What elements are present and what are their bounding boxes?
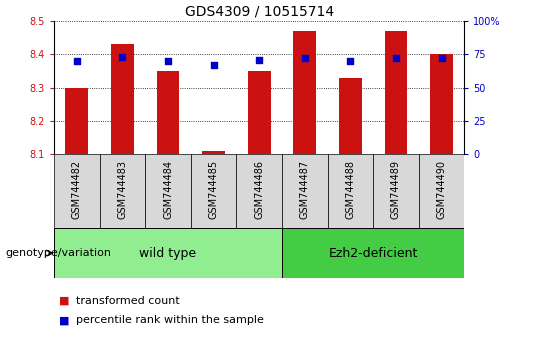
FancyBboxPatch shape <box>237 154 282 228</box>
Text: GSM744483: GSM744483 <box>117 160 127 219</box>
Title: GDS4309 / 10515714: GDS4309 / 10515714 <box>185 5 334 19</box>
Text: GSM744485: GSM744485 <box>208 160 219 219</box>
Text: GSM744490: GSM744490 <box>437 160 447 219</box>
Bar <box>65 87 88 154</box>
Point <box>210 62 218 68</box>
Text: GSM744489: GSM744489 <box>391 160 401 219</box>
FancyBboxPatch shape <box>99 154 145 228</box>
Point <box>164 58 172 64</box>
FancyBboxPatch shape <box>191 154 237 228</box>
FancyBboxPatch shape <box>282 154 328 228</box>
Text: GSM744484: GSM744484 <box>163 160 173 219</box>
Bar <box>430 55 453 154</box>
Text: GSM744488: GSM744488 <box>346 160 355 219</box>
Bar <box>111 45 134 154</box>
Point <box>118 54 127 60</box>
Bar <box>248 71 271 154</box>
Text: genotype/variation: genotype/variation <box>5 248 111 258</box>
Point <box>72 58 81 64</box>
Text: GSM744487: GSM744487 <box>300 160 310 219</box>
Bar <box>293 31 316 154</box>
Text: percentile rank within the sample: percentile rank within the sample <box>76 315 264 325</box>
Point <box>300 56 309 61</box>
Text: GSM744482: GSM744482 <box>72 160 82 219</box>
Bar <box>157 71 179 154</box>
Point <box>392 56 400 61</box>
FancyBboxPatch shape <box>419 154 464 228</box>
FancyBboxPatch shape <box>282 228 464 278</box>
FancyBboxPatch shape <box>54 154 99 228</box>
Text: transformed count: transformed count <box>76 296 179 306</box>
Text: GSM744486: GSM744486 <box>254 160 264 219</box>
Text: wild type: wild type <box>139 247 197 259</box>
Text: ■: ■ <box>59 315 70 325</box>
Point <box>437 56 446 61</box>
Point <box>346 58 355 64</box>
FancyBboxPatch shape <box>54 228 282 278</box>
Point <box>255 57 264 63</box>
Bar <box>384 31 407 154</box>
Text: ■: ■ <box>59 296 70 306</box>
Text: Ezh2-deficient: Ezh2-deficient <box>328 247 418 259</box>
FancyBboxPatch shape <box>328 154 373 228</box>
Bar <box>339 78 362 154</box>
FancyBboxPatch shape <box>145 154 191 228</box>
FancyBboxPatch shape <box>373 154 419 228</box>
Bar <box>202 151 225 154</box>
